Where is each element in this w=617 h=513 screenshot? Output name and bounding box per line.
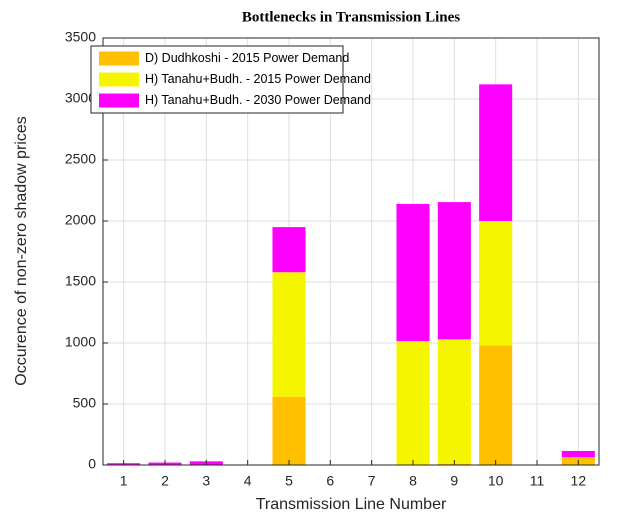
legend-label: D) Dudhkoshi - 2015 Power Demand bbox=[145, 51, 349, 65]
x-axis-label: Transmission Line Number bbox=[256, 496, 447, 513]
x-tick-label: 12 bbox=[571, 473, 587, 489]
y-tick-label: 3500 bbox=[65, 29, 96, 45]
x-tick-label: 5 bbox=[285, 473, 293, 489]
x-tick-label: 1 bbox=[120, 473, 128, 489]
x-tick-label: 4 bbox=[244, 473, 252, 489]
axes-box bbox=[102, 37, 600, 466]
y-tick-label: 2500 bbox=[65, 151, 96, 167]
bar-segment bbox=[272, 396, 306, 465]
bar-segment bbox=[479, 221, 513, 346]
bar-segment bbox=[479, 84, 513, 221]
bar-segment bbox=[479, 345, 513, 465]
y-tick-label: 1000 bbox=[65, 334, 96, 350]
legend-swatch bbox=[99, 72, 139, 87]
bar-segment bbox=[396, 341, 430, 465]
bar-segment bbox=[437, 202, 471, 340]
x-tick-label: 3 bbox=[202, 473, 210, 489]
x-tick-label: 6 bbox=[326, 473, 334, 489]
y-tick-label: 0 bbox=[88, 456, 96, 472]
legend-swatch bbox=[99, 51, 139, 66]
x-tick-label: 11 bbox=[530, 473, 545, 489]
bar-segment bbox=[272, 227, 306, 273]
x-tick-label: 9 bbox=[450, 473, 458, 489]
bar-segment bbox=[396, 203, 430, 342]
bar-segment bbox=[272, 272, 306, 397]
x-tick-label: 7 bbox=[368, 473, 376, 489]
bar-segment bbox=[437, 339, 471, 464]
legend-swatch bbox=[99, 93, 139, 108]
y-tick-label: 1500 bbox=[65, 273, 96, 289]
y-tick-label: 2000 bbox=[65, 212, 96, 228]
y-tick-label: 3000 bbox=[65, 90, 96, 106]
bar-segment bbox=[561, 450, 595, 458]
chart-title: Bottlenecks in Transmission Lines bbox=[242, 9, 460, 25]
y-tick-label: 500 bbox=[73, 395, 97, 411]
x-tick-label: 8 bbox=[409, 473, 417, 489]
x-tick-label: 10 bbox=[488, 473, 504, 489]
legend-label: H) Tanahu+Budh. - 2030 Power Demand bbox=[145, 93, 371, 107]
x-tick-label: 2 bbox=[161, 473, 169, 489]
legend-label: H) Tanahu+Budh. - 2015 Power Demand bbox=[145, 72, 371, 86]
y-axis-label: Occurence of non-zero shadow prices bbox=[13, 116, 30, 385]
